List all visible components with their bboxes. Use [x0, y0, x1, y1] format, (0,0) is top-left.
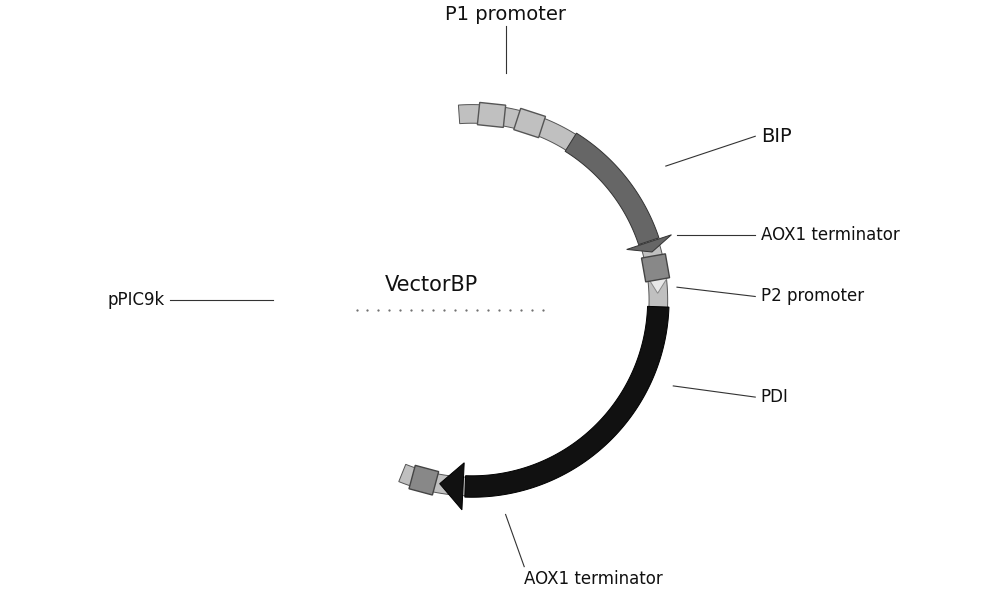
- Text: P1 promoter: P1 promoter: [445, 5, 566, 24]
- Polygon shape: [440, 463, 464, 510]
- Text: VectorBP: VectorBP: [384, 275, 478, 295]
- Polygon shape: [565, 133, 659, 245]
- Polygon shape: [465, 306, 669, 497]
- Polygon shape: [409, 465, 439, 495]
- Text: AOX1 terminator: AOX1 terminator: [761, 226, 900, 244]
- Polygon shape: [399, 105, 668, 496]
- Polygon shape: [642, 254, 670, 282]
- Polygon shape: [514, 108, 545, 137]
- Text: BIP: BIP: [761, 127, 791, 146]
- Text: PDI: PDI: [761, 388, 789, 406]
- Text: AOX1 terminator: AOX1 terminator: [524, 571, 663, 588]
- FancyArrow shape: [648, 260, 667, 293]
- Polygon shape: [477, 102, 506, 127]
- Text: pPIC9k: pPIC9k: [107, 291, 165, 309]
- Text: P2 promoter: P2 promoter: [761, 287, 864, 305]
- Polygon shape: [627, 235, 671, 252]
